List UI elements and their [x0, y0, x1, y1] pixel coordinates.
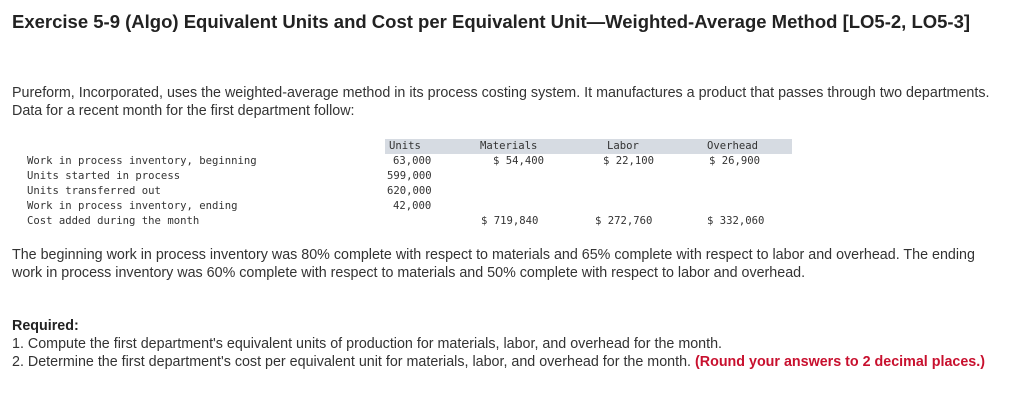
row-overhead: $ 332,060	[707, 215, 765, 227]
required-item-2: 2. Determine the first department's cost…	[12, 353, 1002, 371]
required-section: Required: 1. Compute the first departmen…	[12, 317, 1002, 371]
header-overhead: Overhead	[707, 140, 759, 152]
header-labor: Labor	[607, 140, 639, 152]
header-units: Units	[389, 140, 421, 152]
row-units: 42,000	[393, 200, 432, 212]
row-overhead: $ 26,900	[709, 155, 761, 167]
header-band	[385, 139, 792, 154]
required-item-1: 1. Compute the first department's equiva…	[12, 336, 723, 352]
row-label: Units transferred out	[27, 185, 161, 197]
header-materials: Materials	[480, 140, 538, 152]
exercise-title: Exercise 5-9 (Algo) Equivalent Units and…	[12, 11, 971, 32]
row-units: 63,000	[393, 155, 432, 167]
rounding-note: (Round your answers to 2 decimal places.…	[695, 354, 985, 370]
row-label: Work in process inventory, ending	[27, 200, 238, 212]
cost-data-table: Units Materials Labor Overhead Work in p…	[27, 139, 797, 231]
row-labor: $ 272,760	[595, 215, 653, 227]
required-label: Required:	[12, 318, 79, 334]
row-label: Cost added during the month	[27, 215, 200, 227]
row-units: 620,000	[387, 185, 432, 197]
intro-paragraph: Pureform, Incorporated, uses the weighte…	[12, 85, 990, 119]
row-label: Units started in process	[27, 170, 181, 182]
row-labor: $ 22,100	[603, 155, 655, 167]
required-item-2-text: 2. Determine the first department's cost…	[12, 354, 692, 370]
completion-paragraph: The beginning work in process inventory …	[12, 247, 975, 281]
row-units: 599,000	[387, 170, 432, 182]
row-materials: $ 719,840	[481, 215, 539, 227]
row-materials: $ 54,400	[493, 155, 545, 167]
row-label: Work in process inventory, beginning	[27, 155, 257, 167]
